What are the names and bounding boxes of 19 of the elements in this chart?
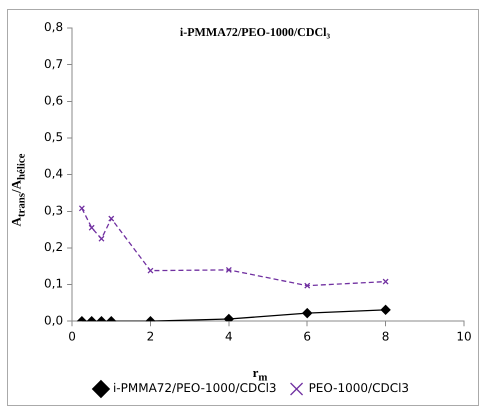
y-tick-label: 0,2	[44, 240, 64, 254]
y-tick-label: 0,8	[44, 20, 64, 34]
x-tick-label: 10	[456, 330, 472, 344]
y-tick-label: 0,7	[44, 56, 64, 71]
y-tick-label: 0,5	[44, 130, 64, 144]
legend-label: i-PMMA72/PEO-1000/CDCl3	[112, 381, 277, 396]
y-tick-label: 0,0	[44, 313, 64, 328]
x-tick-label: 0	[68, 330, 76, 344]
x-axis-title: r$_{m}$	[252, 365, 268, 384]
x-tick-label: 6	[303, 330, 312, 344]
y-tick-label: 0,1	[44, 276, 64, 291]
legend-label: PEO-1000/CDCl3	[308, 381, 410, 396]
x-tick-label: 2	[146, 330, 154, 344]
y-tick-label: 0,6	[44, 93, 64, 108]
chart-title: i-PMMA72/PEO-1000/CDCl₃	[180, 25, 330, 39]
y-tick-label: 0,3	[44, 203, 64, 218]
x-tick-label: 8	[382, 330, 390, 344]
y-tick-label: 0,4	[44, 166, 64, 181]
x-tick-label: 4	[225, 330, 233, 344]
